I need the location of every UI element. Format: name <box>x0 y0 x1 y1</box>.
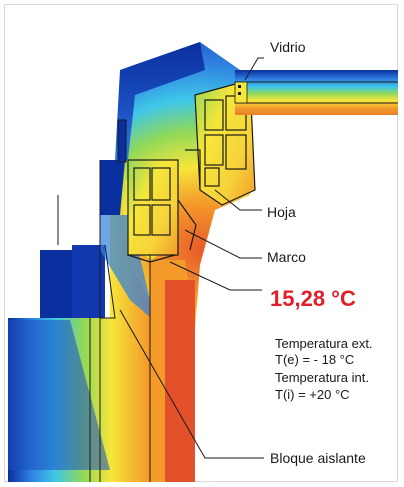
diagram-border <box>4 4 398 482</box>
glazing <box>234 70 398 115</box>
label-marco: Marco <box>267 249 306 265</box>
leader-lines <box>119 57 264 459</box>
label-bloque-aislante: Bloque aislante <box>270 450 366 466</box>
outline-details <box>57 119 151 482</box>
leader-marco <box>184 229 262 259</box>
ext-temperature-value: T(e) = - 18 °C <box>275 352 354 367</box>
int-temperature-value: T(i) = +20 °C <box>275 387 350 402</box>
leader-temperature <box>169 261 262 291</box>
int-temperature-title: Temperatura int. <box>275 370 369 385</box>
leader-vidrio <box>244 57 264 81</box>
ext-temperature-title: Temperatura ext. <box>275 336 373 351</box>
label-vidrio: Vidrio <box>270 39 306 55</box>
leader-bloque <box>119 309 264 459</box>
leader-hoja <box>214 189 262 211</box>
surface-temperature: 15,28 °C <box>270 286 356 311</box>
window-frame <box>127 159 197 263</box>
label-hoja: Hoja <box>267 204 296 220</box>
